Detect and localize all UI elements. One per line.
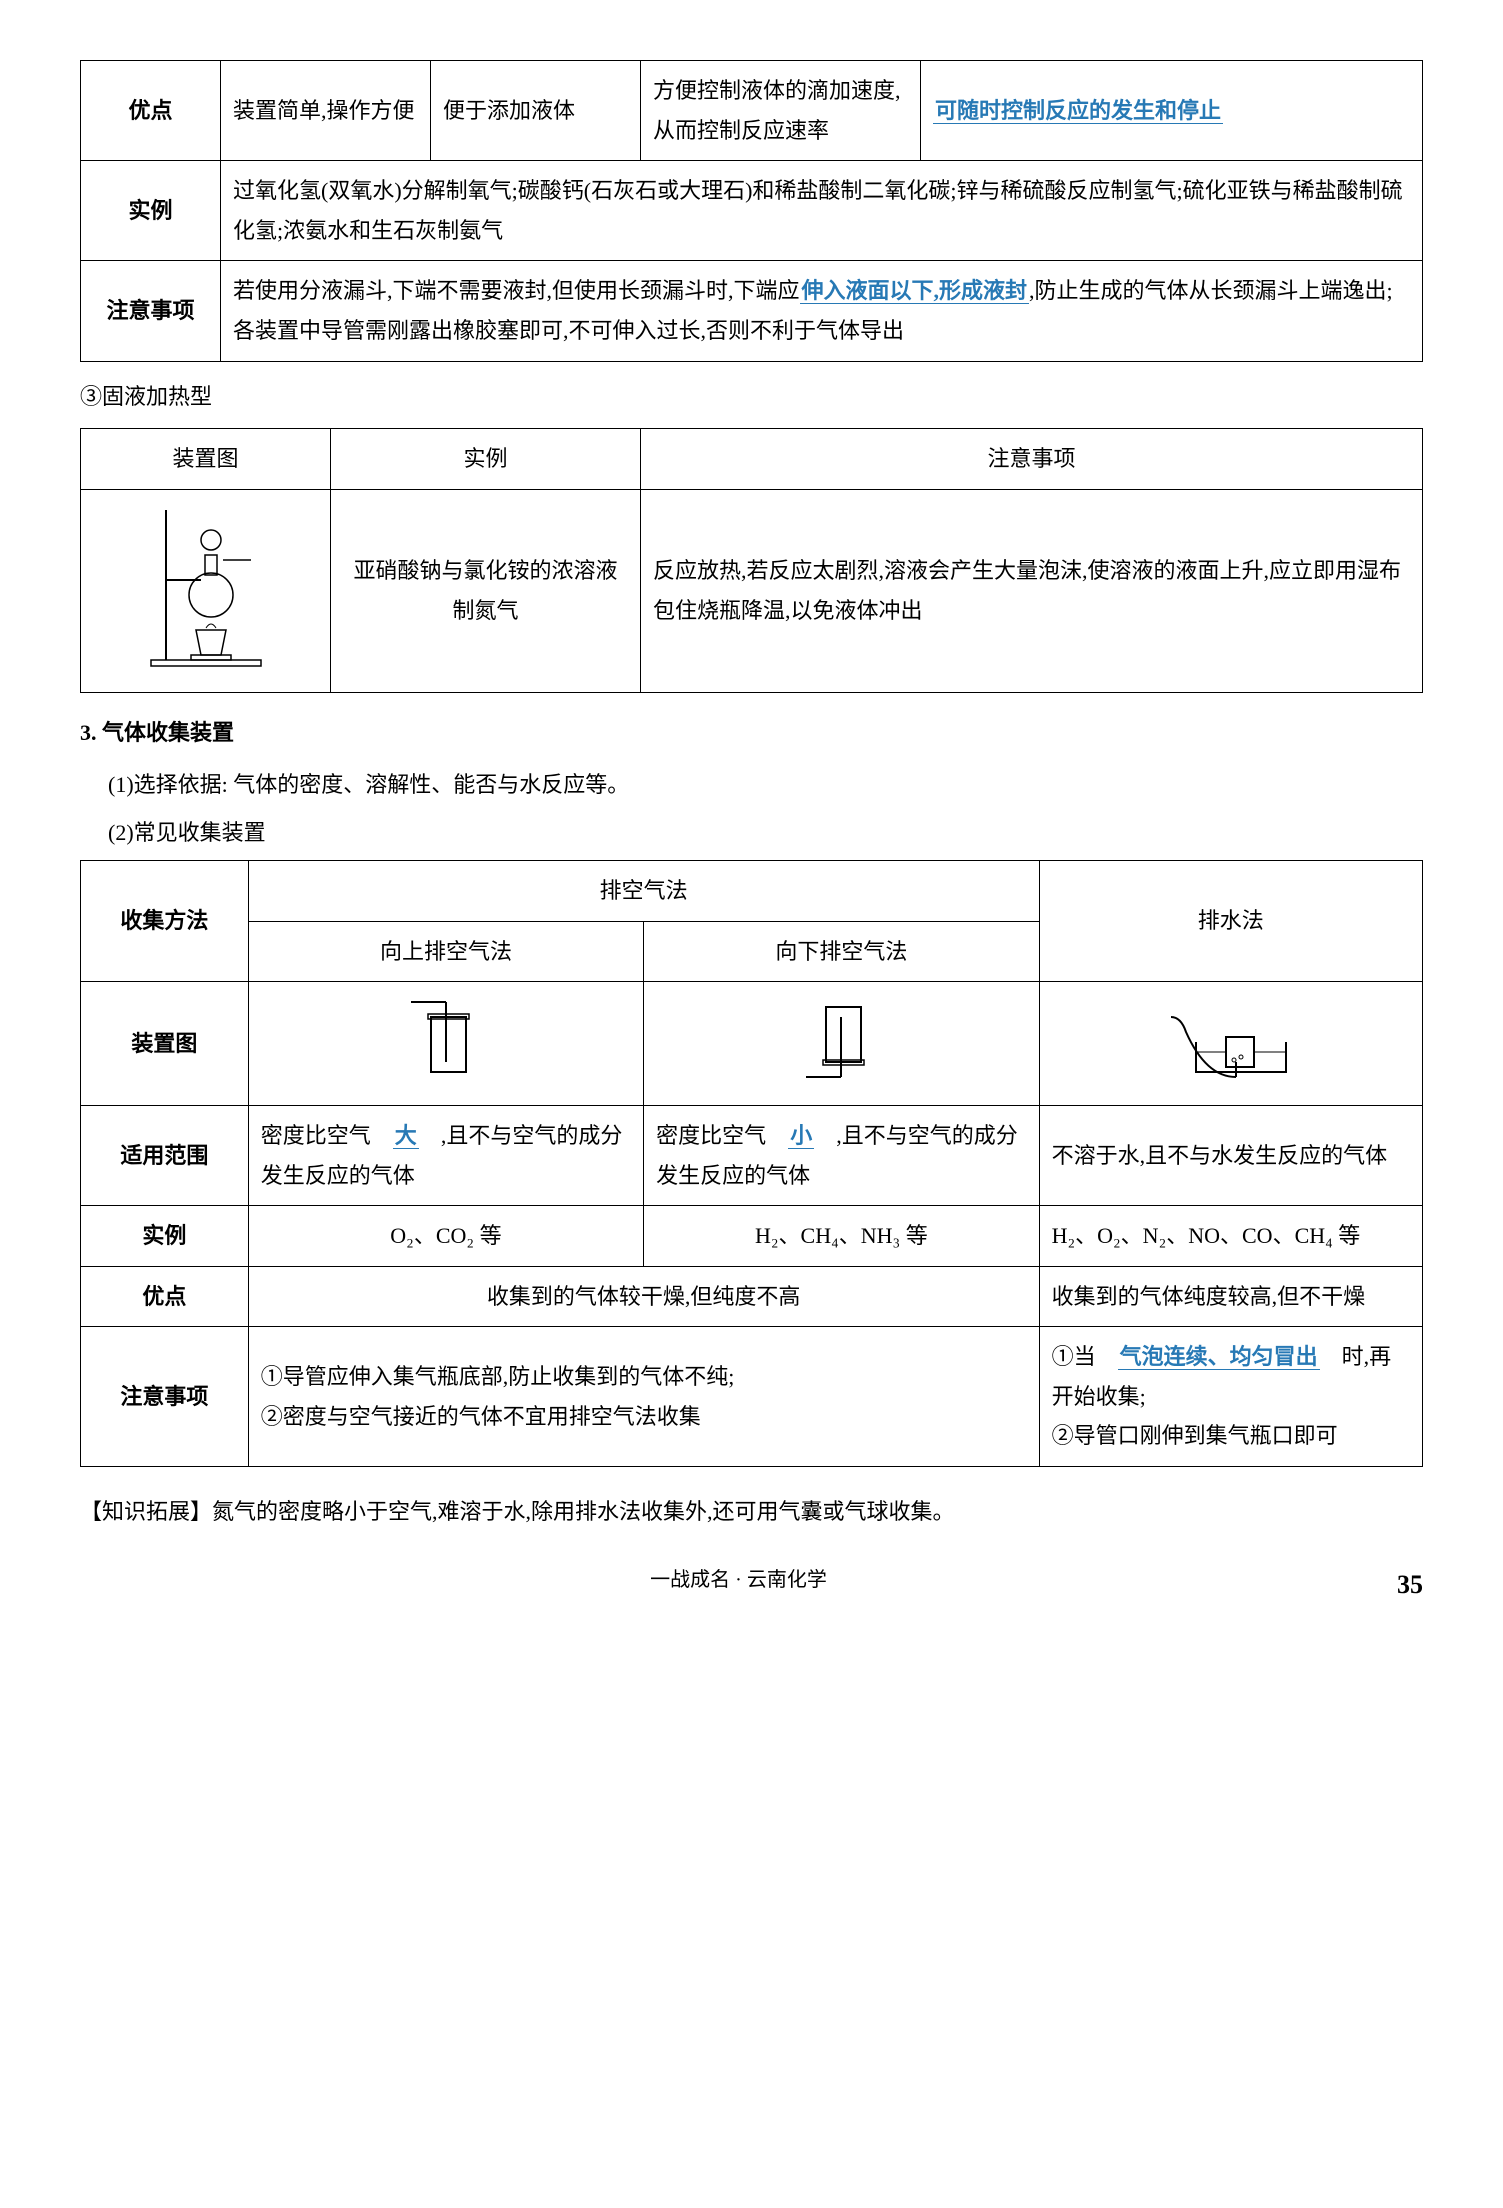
fill-blank: 可随时控制反应的发生和停止 (933, 98, 1223, 124)
fill-blank: 伸入液面以下,形成液封 (800, 278, 1030, 304)
page-footer: 一战成名 · 云南化学 35 (80, 1562, 1423, 1598)
text: 密度比空气 (656, 1123, 766, 1148)
text: ,防止生成的气体从长颈漏斗上端逸出; (1029, 278, 1393, 303)
cell: 若使用分液漏斗,下端不需要液封,但使用长颈漏斗时,下端应伸入液面以下,形成液封,… (221, 261, 1423, 361)
table-row: 实例 O₂、CO₂ 等 H₂、CH₄、NH₃ 等 H₂、O₂、N₂、NO、CO、… (81, 1206, 1423, 1267)
heating-type-table: 装置图 实例 注意事项 亚硝酸钠与氯化铵的浓溶液制氮气 反应放热,若反应太剧烈,… (80, 428, 1423, 693)
cell: 方便控制液体的滴加速度,从而控制反应速率 (641, 61, 921, 161)
column-header: 装置图 (81, 429, 331, 490)
row-label: 适用范围 (81, 1105, 249, 1205)
paragraph: (2)常见收集装置 (108, 813, 1423, 853)
table-row: 注意事项 若使用分液漏斗,下端不需要液封,但使用长颈漏斗时,下端应伸入液面以下,… (81, 261, 1423, 361)
apparatus-diagram (644, 982, 1039, 1106)
text: 各装置中导管需刚露出橡胶塞即可,不可伸入过长,否则不利于气体导出 (233, 318, 904, 343)
row-label: 实例 (81, 1206, 249, 1267)
column-header: 排空气法 (248, 861, 1039, 922)
footer-text: 一战成名 · 云南化学 (650, 1569, 827, 1591)
column-header: 向下排空气法 (644, 921, 1039, 982)
table-row: 装置图 实例 注意事项 (81, 429, 1423, 490)
section-label: 【知识拓展】 (80, 1492, 212, 1532)
cell: ①导管应伸入集气瓶底部,防止收集到的气体不纯; ②密度与空气接近的气体不宜用排空… (248, 1327, 1039, 1467)
column-header: 注意事项 (641, 429, 1423, 490)
downward-air-icon (796, 992, 886, 1082)
water-displacement-icon (1166, 992, 1296, 1082)
apparatus-diagram (1039, 982, 1422, 1106)
table-row: 亚硝酸钠与氯化铵的浓溶液制氮气 反应放热,若反应太剧烈,溶液会产生大量泡沫,使溶… (81, 489, 1423, 693)
text: ②导管口刚伸到集气瓶口即可 (1052, 1423, 1338, 1448)
table-row: 优点 收集到的气体较干燥,但纯度不高 收集到的气体纯度较高,但不干燥 (81, 1266, 1423, 1327)
fill-blank: 气泡连续、均匀冒出 (1118, 1344, 1320, 1370)
row-label: 收集方法 (81, 861, 249, 982)
column-header: 排水法 (1039, 861, 1422, 982)
table-row: 适用范围 密度比空气 大 ,且不与空气的成分发生反应的气体 密度比空气 小 ,且… (81, 1105, 1423, 1205)
column-header: 实例 (331, 429, 641, 490)
cell: 密度比空气 大 ,且不与空气的成分发生反应的气体 (248, 1105, 643, 1205)
cell: 收集到的气体较干燥,但纯度不高 (248, 1266, 1039, 1327)
text: 若使用分液漏斗,下端不需要液封,但使用长颈漏斗时,下端应 (233, 278, 800, 303)
section-title: 3. 气体收集装置 (80, 713, 1423, 753)
cell: 可随时控制反应的发生和停止 (921, 61, 1423, 161)
text: ①导管应伸入集气瓶底部,防止收集到的气体不纯; (261, 1364, 735, 1389)
cell: ①当 气泡连续、均匀冒出 时,再开始收集; ②导管口刚伸到集气瓶口即可 (1039, 1327, 1422, 1467)
knowledge-extension: 【知识拓展】氮气的密度略小于空气,难溶于水,除用排水法收集外,还可用气囊或气球收… (80, 1482, 1423, 1532)
row-label: 注意事项 (81, 1327, 249, 1467)
upward-air-icon (401, 992, 491, 1082)
cell: 便于添加液体 (431, 61, 641, 161)
apparatus-diagram (248, 982, 643, 1106)
cell: 收集到的气体纯度较高,但不干燥 (1039, 1266, 1422, 1327)
row-label: 实例 (81, 161, 221, 261)
cell: H₂、CH₄、NH₃ 等 (644, 1206, 1039, 1267)
text: 密度比空气 (261, 1123, 371, 1148)
row-label: 优点 (81, 61, 221, 161)
table-row: 优点 装置简单,操作方便 便于添加液体 方便控制液体的滴加速度,从而控制反应速率… (81, 61, 1423, 161)
cell: 过氧化氢(双氧水)分解制氧气;碳酸钙(石灰石或大理石)和稀盐酸制二氧化碳;锌与稀… (221, 161, 1423, 261)
row-label: 装置图 (81, 982, 249, 1106)
page-number: 35 (1397, 1562, 1423, 1609)
fill-blank: 大 (393, 1123, 419, 1149)
row-label: 注意事项 (81, 261, 221, 361)
table-row: 注意事项 ①导管应伸入集气瓶底部,防止收集到的气体不纯; ②密度与空气接近的气体… (81, 1327, 1423, 1467)
text: 氮气的密度略小于空气,难溶于水,除用排水法收集外,还可用气囊或气球收集。 (212, 1499, 955, 1524)
heating-apparatus-icon (141, 500, 271, 670)
fill-blank: 小 (788, 1123, 814, 1149)
row-label: 优点 (81, 1266, 249, 1327)
cell: 装置简单,操作方便 (221, 61, 431, 161)
cell: H₂、O₂、N₂、NO、CO、CH₄ 等 (1039, 1206, 1422, 1267)
table-row: 收集方法 排空气法 排水法 (81, 861, 1423, 922)
table-row: 装置图 (81, 982, 1423, 1106)
text: ②密度与空气接近的气体不宜用排空气法收集 (261, 1404, 701, 1429)
text: ①当 (1052, 1344, 1096, 1369)
paragraph: (1)选择依据: 气体的密度、溶解性、能否与水反应等。 (108, 765, 1423, 805)
subheading: ③固液加热型 (80, 377, 1423, 417)
cell: 密度比空气 小 ,且不与空气的成分发生反应的气体 (644, 1105, 1039, 1205)
cell: 反应放热,若反应太剧烈,溶液会产生大量泡沫,使溶液的液面上升,应立即用湿布包住烧… (641, 489, 1423, 693)
cell: 不溶于水,且不与水发生反应的气体 (1039, 1105, 1422, 1205)
apparatus-diagram (81, 489, 331, 693)
advantages-table: 优点 装置简单,操作方便 便于添加液体 方便控制液体的滴加速度,从而控制反应速率… (80, 60, 1423, 362)
column-header: 向上排空气法 (248, 921, 643, 982)
collection-methods-table: 收集方法 排空气法 排水法 向上排空气法 向下排空气法 装置图 (80, 860, 1423, 1467)
table-row: 实例 过氧化氢(双氧水)分解制氧气;碳酸钙(石灰石或大理石)和稀盐酸制二氧化碳;… (81, 161, 1423, 261)
cell: 亚硝酸钠与氯化铵的浓溶液制氮气 (331, 489, 641, 693)
cell: O₂、CO₂ 等 (248, 1206, 643, 1267)
